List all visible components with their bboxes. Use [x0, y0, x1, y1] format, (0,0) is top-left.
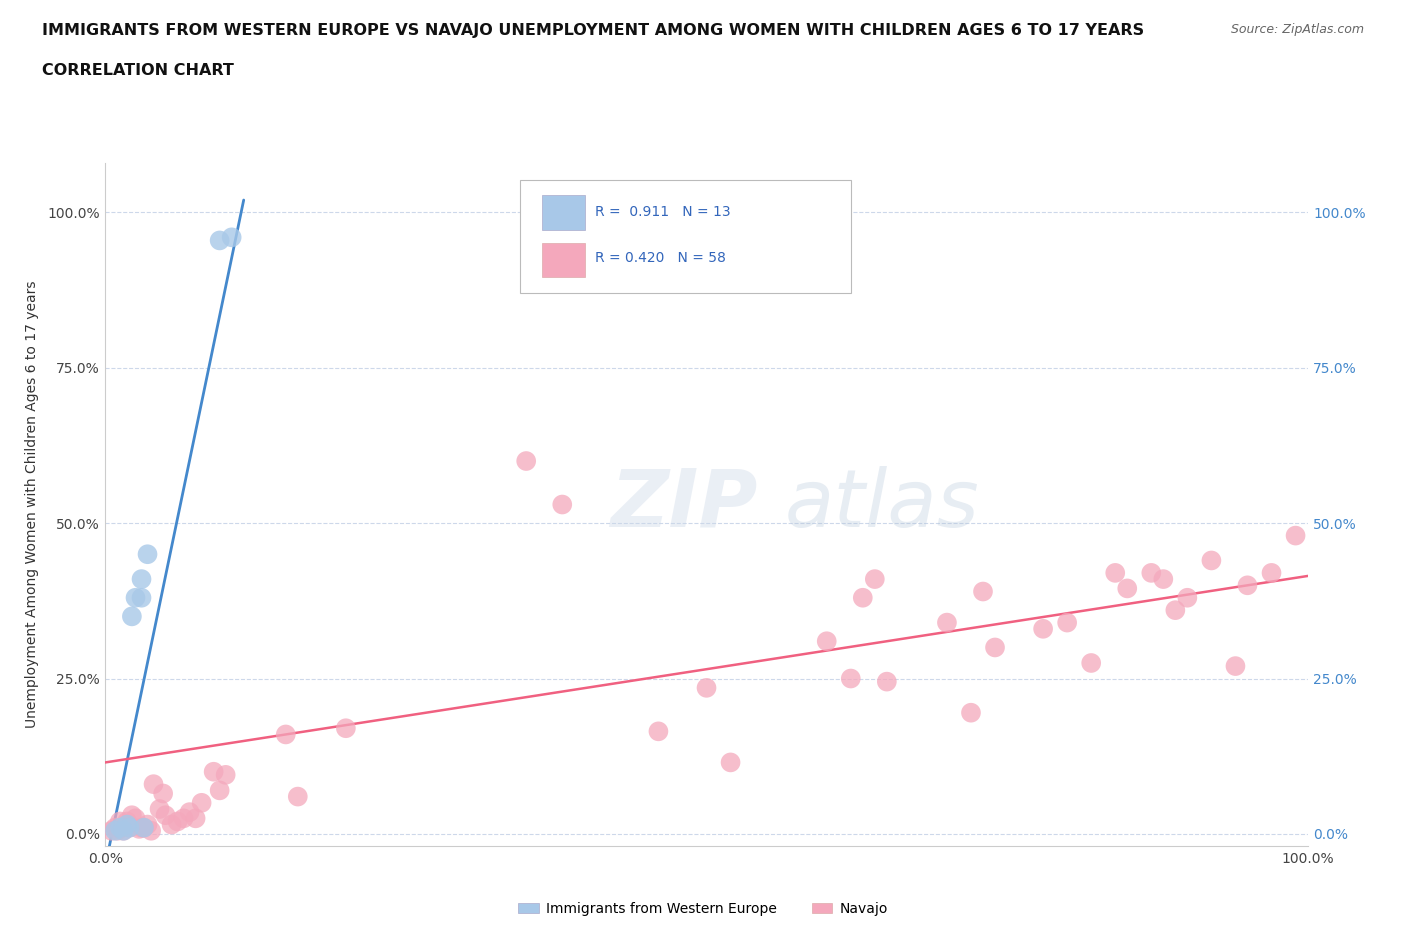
Point [1056, 615, 1078, 630]
Point [274, 727, 297, 742]
Point [1236, 578, 1258, 592]
Point [131, 572, 153, 587]
Point [876, 674, 898, 689]
Point [815, 634, 838, 649]
Point [112, 823, 135, 838]
Point [852, 591, 875, 605]
Point [142, 777, 165, 791]
Point [136, 547, 159, 562]
Point [1104, 565, 1126, 580]
Point [190, 795, 212, 810]
Point [1032, 621, 1054, 636]
Point [160, 817, 183, 832]
Point [107, 823, 129, 838]
Point [287, 790, 309, 804]
Point [202, 764, 225, 779]
FancyBboxPatch shape [541, 243, 585, 277]
Point [179, 804, 201, 819]
Point [1152, 572, 1174, 587]
Point [121, 609, 143, 624]
Point [166, 814, 188, 829]
Point [118, 820, 141, 835]
Point [104, 820, 127, 835]
Point [1260, 565, 1282, 580]
Point [208, 233, 231, 248]
Point [100, 823, 122, 838]
Point [118, 820, 141, 835]
Text: R = 0.420   N = 58: R = 0.420 N = 58 [595, 251, 725, 265]
FancyBboxPatch shape [520, 179, 851, 293]
Point [152, 786, 174, 801]
Point [647, 724, 669, 738]
Point [1201, 553, 1223, 568]
Point [221, 230, 243, 245]
Text: R =  0.911   N = 13: R = 0.911 N = 13 [595, 205, 730, 219]
Point [121, 808, 143, 823]
Point [128, 821, 150, 836]
Point [132, 820, 155, 835]
Point [1284, 528, 1306, 543]
Point [214, 767, 236, 782]
Point [115, 814, 138, 829]
Point [1116, 581, 1139, 596]
Point [131, 820, 153, 835]
Legend: Immigrants from Western Europe, Navajo: Immigrants from Western Europe, Navajo [513, 897, 893, 922]
Point [208, 783, 231, 798]
Point [984, 640, 1007, 655]
Point [1175, 591, 1198, 605]
Point [148, 802, 170, 817]
Point [124, 811, 146, 826]
FancyBboxPatch shape [541, 195, 585, 230]
Text: CORRELATION CHART: CORRELATION CHART [42, 63, 233, 78]
Text: Source: ZipAtlas.com: Source: ZipAtlas.com [1230, 23, 1364, 36]
Point [136, 817, 159, 832]
Point [839, 671, 862, 686]
Point [551, 498, 574, 512]
Y-axis label: Unemployment Among Women with Children Ages 6 to 17 years: Unemployment Among Women with Children A… [25, 281, 39, 728]
Point [1225, 658, 1247, 673]
Point [173, 811, 195, 826]
Point [112, 823, 135, 838]
Point [335, 721, 357, 736]
Point [104, 823, 127, 838]
Text: atlas: atlas [785, 466, 980, 543]
Text: ZIP: ZIP [610, 466, 758, 543]
Point [131, 591, 153, 605]
Point [124, 591, 146, 605]
Point [720, 755, 742, 770]
Text: IMMIGRANTS FROM WESTERN EUROPE VS NAVAJO UNEMPLOYMENT AMONG WOMEN WITH CHILDREN : IMMIGRANTS FROM WESTERN EUROPE VS NAVAJO… [42, 23, 1144, 38]
Point [115, 817, 138, 832]
Point [515, 454, 537, 469]
Point [1140, 565, 1163, 580]
Point [132, 820, 155, 835]
Point [696, 681, 718, 696]
Point [972, 584, 994, 599]
Point [108, 814, 131, 829]
Point [863, 572, 886, 587]
Point [960, 705, 983, 720]
Point [139, 823, 162, 838]
Point [1164, 603, 1187, 618]
Point [155, 808, 177, 823]
Point [936, 615, 959, 630]
Point [108, 820, 131, 835]
Point [1080, 656, 1102, 671]
Point [184, 811, 207, 826]
